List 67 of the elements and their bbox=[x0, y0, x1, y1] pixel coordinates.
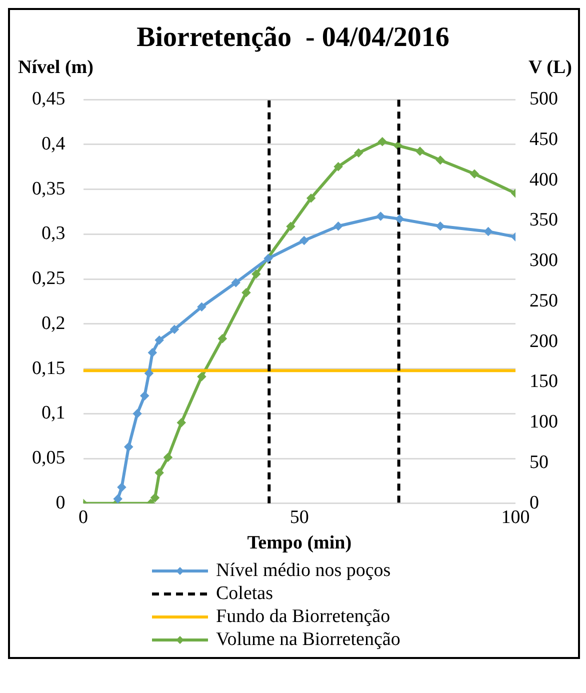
point bbox=[396, 214, 404, 223]
y2-tick-label: 150 bbox=[530, 371, 558, 392]
x-tick-label: 50 bbox=[290, 506, 309, 528]
y2-tick-label: 50 bbox=[530, 452, 548, 474]
point bbox=[334, 222, 342, 230]
x-axis-title: Tempo (min) bbox=[247, 532, 352, 554]
point bbox=[177, 418, 186, 427]
point bbox=[114, 494, 122, 503]
point bbox=[118, 483, 126, 492]
y2-axis-title: V (L) bbox=[528, 57, 572, 78]
point bbox=[416, 147, 424, 156]
x-tick-label: 100 bbox=[501, 506, 530, 528]
point bbox=[218, 334, 226, 343]
y-tick-label: 0,2 bbox=[42, 312, 66, 334]
y2-tick-label: 0 bbox=[530, 492, 539, 514]
y2-tick-label: 250 bbox=[530, 290, 558, 312]
point bbox=[286, 222, 295, 230]
point bbox=[376, 212, 385, 220]
point bbox=[198, 302, 206, 311]
point bbox=[484, 228, 492, 236]
point bbox=[307, 194, 316, 202]
point bbox=[124, 442, 133, 451]
point bbox=[436, 222, 444, 230]
legend-label: Fundo da Biorretenção bbox=[216, 605, 390, 628]
point bbox=[264, 254, 272, 262]
point bbox=[155, 468, 164, 477]
legend-label: Volume na Biorretenção bbox=[216, 628, 400, 651]
y2-tick-label: 350 bbox=[530, 210, 558, 231]
point bbox=[170, 325, 178, 334]
y2-tick-label: 450 bbox=[530, 128, 558, 150]
y2-tick-label: 200 bbox=[530, 330, 558, 352]
point bbox=[151, 494, 160, 502]
y-tick-label: 0,15 bbox=[32, 358, 66, 379]
point bbox=[436, 156, 444, 164]
point bbox=[198, 372, 206, 381]
point bbox=[354, 148, 363, 157]
point bbox=[155, 336, 164, 344]
y-tick-label: 0,3 bbox=[42, 223, 66, 244]
point bbox=[164, 453, 172, 462]
y-tick-label: 0 bbox=[56, 492, 66, 514]
legend-label: Nível médio nos poços bbox=[216, 559, 391, 582]
point bbox=[252, 270, 260, 278]
chart-title: Biorretenção - 04/04/2016 bbox=[136, 22, 450, 54]
point bbox=[140, 392, 149, 400]
point bbox=[242, 288, 250, 297]
point bbox=[232, 278, 240, 287]
legend-label: Coletas bbox=[216, 582, 273, 605]
point bbox=[148, 348, 156, 357]
y2-tick-label: 400 bbox=[530, 169, 558, 190]
point bbox=[334, 162, 342, 171]
y2-tick-label: 100 bbox=[530, 412, 558, 433]
point bbox=[470, 170, 478, 178]
y-tick-label: 0,35 bbox=[32, 178, 66, 200]
y-tick-label: 0,25 bbox=[32, 268, 66, 290]
y2-tick-label: 300 bbox=[530, 250, 558, 272]
y-tick-label: 0,45 bbox=[32, 88, 66, 110]
x-tick-label: 0 bbox=[78, 506, 88, 528]
y-tick-label: 0,1 bbox=[42, 402, 66, 424]
y-tick-label: 0,4 bbox=[42, 133, 66, 154]
point bbox=[144, 369, 153, 378]
y-axis-title: Nível (m) bbox=[18, 57, 94, 78]
y2-tick-label: 500 bbox=[530, 88, 558, 110]
point bbox=[133, 410, 142, 418]
y-tick-label: 0,05 bbox=[32, 448, 66, 469]
point bbox=[394, 142, 402, 150]
point bbox=[300, 236, 308, 244]
point bbox=[378, 138, 386, 146]
